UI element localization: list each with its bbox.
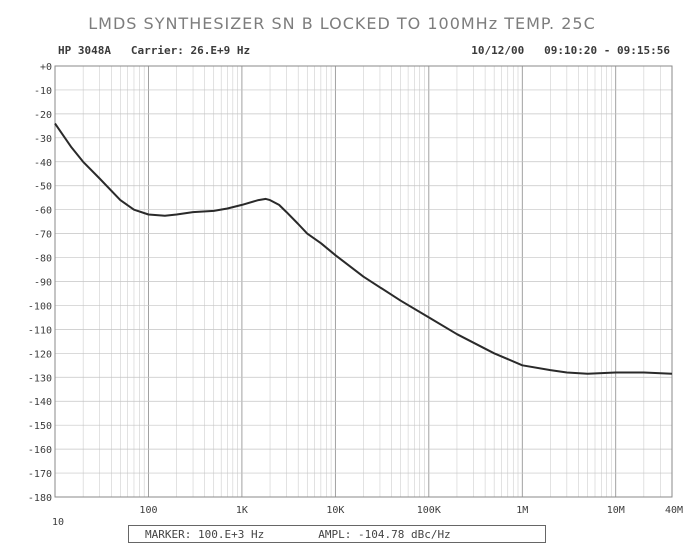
x-tick-label: 100 <box>139 505 157 516</box>
measurement-time-range: 09:10:20 - 09:15:56 <box>544 44 670 57</box>
x-tick-label: 10M <box>607 505 625 516</box>
marker-readout: MARKER: 100.E+3 Hz AMPL: -104.78 dBc/Hz <box>128 525 546 543</box>
y-tick-label: -60 <box>34 206 52 217</box>
y-tick-label: -130 <box>28 373 52 384</box>
y-tick-label: -160 <box>28 445 52 456</box>
carrier-value: 26.E+9 Hz <box>190 44 251 57</box>
y-tick-label: -10 <box>34 86 52 97</box>
y-tick-label: +0 <box>40 62 52 73</box>
x-tick-label: 40M <box>665 505 683 516</box>
instrument-header: HP 3048A Carrier: 26.E+9 Hz <box>58 44 250 57</box>
marker-label: MARKER: <box>145 527 192 541</box>
x-tick-label: 10K <box>326 505 344 516</box>
phase-noise-trace <box>54 122 673 375</box>
instrument-model: HP 3048A <box>58 44 111 57</box>
carrier-label: Carrier: <box>130 44 184 57</box>
measurement-timestamp: 10/12/00 09:10:20 - 09:15:56 <box>471 44 670 57</box>
y-tick-label: -180 <box>28 493 52 504</box>
y-tick-label: -90 <box>34 278 52 289</box>
y-tick-label: -100 <box>28 301 52 312</box>
y-tick-label: -80 <box>34 254 52 265</box>
y-tick-label: -140 <box>28 397 52 408</box>
ampl-label: AMPL: <box>318 527 352 541</box>
x-tick-label: 1K <box>236 505 248 516</box>
x-tick-label: 10 <box>52 517 64 528</box>
y-tick-label: -120 <box>28 349 52 360</box>
ampl-value: -104.78 dBc/Hz <box>357 527 451 541</box>
marker-value: 100.E+3 Hz <box>197 527 265 541</box>
x-tick-label: 100K <box>417 505 441 516</box>
y-tick-label: -50 <box>34 182 52 193</box>
y-tick-label: -150 <box>28 421 52 432</box>
chart-title: LMDS SYNTHESIZER SN B LOCKED TO 100MHz T… <box>88 14 596 33</box>
x-tick-label: 1M <box>516 505 528 516</box>
measurement-date: 10/12/00 <box>471 44 525 57</box>
y-tick-label: -40 <box>34 158 52 169</box>
y-tick-label: -110 <box>28 325 52 336</box>
y-tick-label: -30 <box>34 134 52 145</box>
y-tick-label: -20 <box>34 110 52 121</box>
y-tick-label: -70 <box>34 230 52 241</box>
plot-frame <box>54 65 673 498</box>
y-tick-label: -170 <box>28 469 52 480</box>
